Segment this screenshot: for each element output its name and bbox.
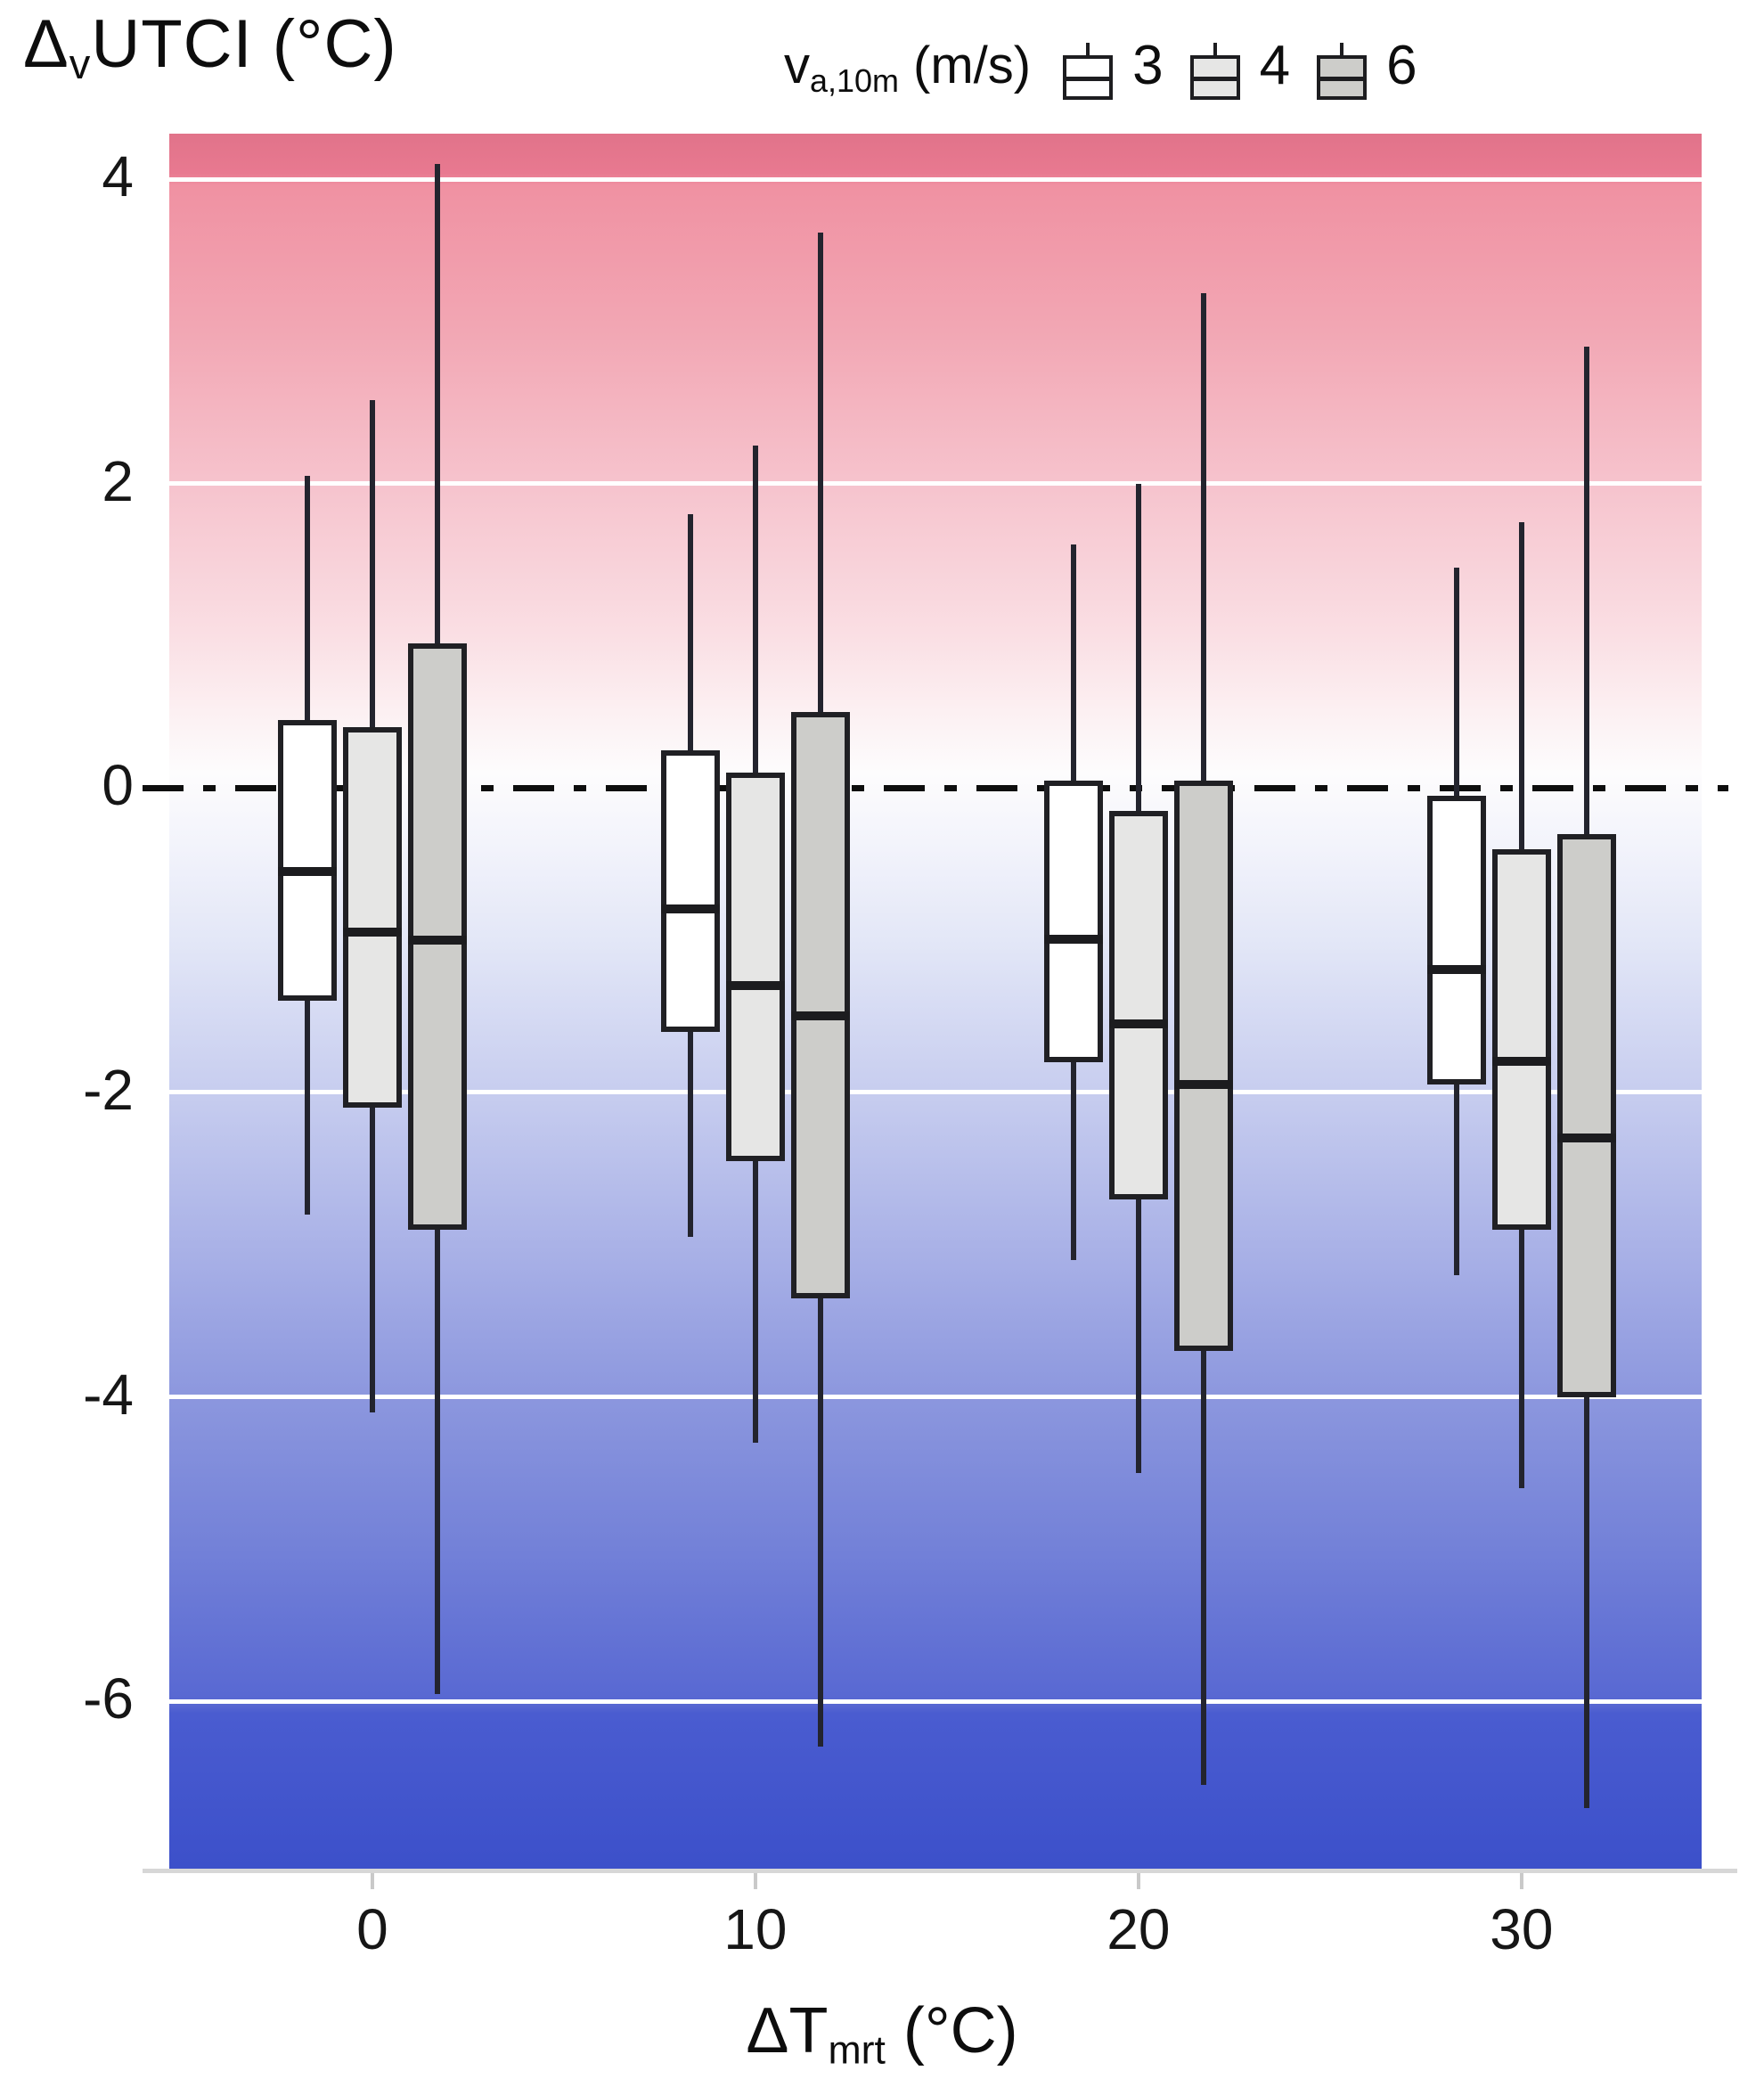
zero-reference-line [143, 784, 1728, 791]
gridline-y4 [169, 176, 1702, 182]
glyph-median [1317, 77, 1368, 81]
legend-value-label: 6 [1386, 34, 1417, 96]
median-x0-v4 [342, 928, 402, 937]
y-tick-label-4: 4 [102, 144, 134, 209]
legend-item-6: 6 [1317, 30, 1417, 100]
median-x0-v3 [277, 866, 337, 876]
x-tick-30 [1519, 1873, 1523, 1889]
box-x0-v3 [277, 719, 337, 1002]
box-x0-v6 [407, 643, 467, 1230]
x-axis-title-unit: (°C) [885, 1995, 1018, 2067]
boxplot-glyph-icon [1063, 43, 1114, 100]
y-axis-title-rest: UTCI (°C) [91, 6, 397, 82]
glyph-whisker [1213, 43, 1217, 55]
legend-item-3: 3 [1063, 30, 1164, 100]
legend-item-4: 4 [1189, 30, 1291, 100]
glyph-median [1189, 77, 1240, 81]
y-tick-label-2: 2 [102, 448, 134, 513]
glyph-whisker [1086, 43, 1090, 55]
legend-var-subscript: a,10m [810, 61, 899, 99]
y-axis-title-subscript: v [69, 40, 92, 88]
x-tick-0 [370, 1873, 374, 1889]
median-x10-v6 [790, 1011, 850, 1021]
gridline-y-4 [169, 1395, 1702, 1400]
median-x0-v6 [407, 936, 467, 945]
y-tick-label--4: -4 [83, 1362, 134, 1427]
y-tick-label--6: -6 [83, 1666, 134, 1731]
boxplot-glyph-icon [1317, 43, 1368, 100]
boxplot-glyph-icon [1189, 43, 1240, 100]
box-x20-v6 [1173, 780, 1233, 1352]
median-x10-v4 [725, 980, 785, 990]
box-x10-v6 [790, 711, 850, 1298]
x-axis-title-main: ΔT [746, 1995, 829, 2067]
x-tick-10 [753, 1873, 757, 1889]
gridline-y-6 [169, 1698, 1702, 1704]
x-tick-20 [1136, 1873, 1140, 1889]
box-x20-v3 [1043, 780, 1103, 1062]
plot-area [143, 134, 1728, 1869]
box-x30-v4 [1491, 848, 1551, 1230]
box-x20-v4 [1108, 811, 1168, 1199]
legend-unit: (m/s) [898, 36, 1032, 94]
legend-value-label: 4 [1259, 34, 1291, 96]
legend: va,10m (m/s) 3 4 6 [784, 25, 1417, 105]
y-axis-title-delta: Δ [23, 6, 69, 82]
box-x30-v6 [1556, 833, 1616, 1397]
legend-title: va,10m (m/s) [784, 36, 1032, 97]
y-tick-label--2: -2 [83, 1058, 134, 1123]
median-x20-v4 [1108, 1019, 1168, 1028]
median-x10-v3 [660, 904, 720, 914]
median-x30-v4 [1491, 1057, 1551, 1067]
y-tick-label-0: 0 [102, 753, 134, 818]
x-tick-label-0: 0 [356, 1897, 388, 1961]
legend-value-label: 3 [1132, 34, 1164, 96]
box-x0-v4 [342, 727, 402, 1109]
x-axis-title: ΔTmrt (°C) [0, 1994, 1764, 2070]
median-x20-v3 [1043, 935, 1103, 945]
x-tick-label-10: 10 [723, 1897, 788, 1961]
median-x20-v6 [1173, 1080, 1233, 1090]
box-x10-v4 [725, 773, 785, 1161]
x-tick-label-30: 30 [1490, 1897, 1554, 1961]
y-axis-title: ΔvUTCI (°C) [23, 5, 397, 85]
x-axis-title-subscript: mrt [828, 2028, 886, 2073]
gridline-y-2 [169, 1090, 1702, 1095]
x-axis-line [143, 1869, 1737, 1873]
legend-var-symbol: v [784, 36, 810, 94]
glyph-median [1063, 77, 1114, 81]
box-x30-v3 [1426, 795, 1486, 1085]
gridline-y2 [169, 481, 1702, 487]
x-tick-label-20: 20 [1107, 1897, 1171, 1961]
glyph-whisker [1340, 43, 1344, 55]
median-x30-v6 [1556, 1133, 1616, 1142]
box-x10-v3 [660, 749, 720, 1032]
median-x30-v3 [1426, 965, 1486, 975]
